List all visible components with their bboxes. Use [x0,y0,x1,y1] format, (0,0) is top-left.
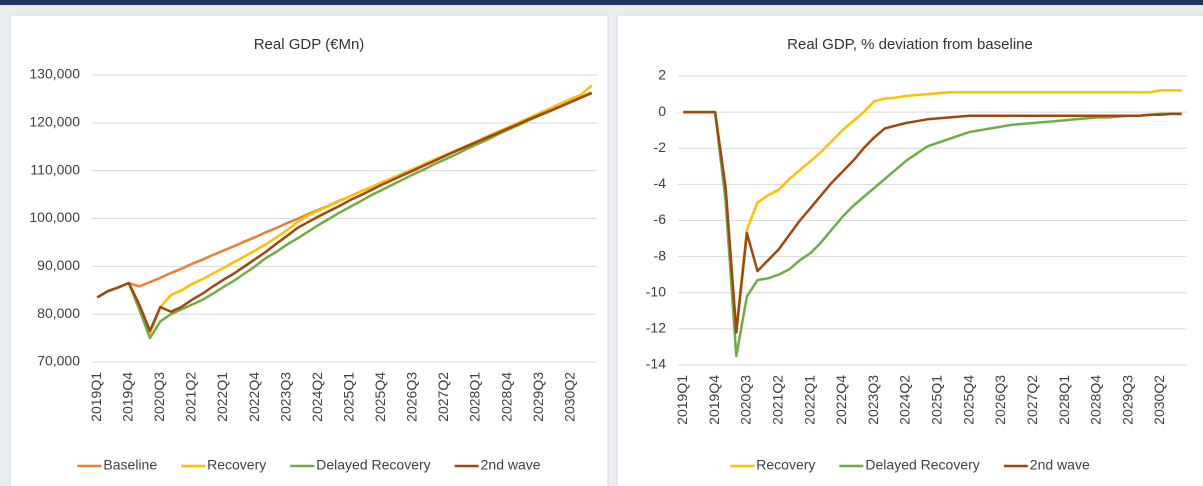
y-tick-label: -6 [654,211,667,227]
chart-title: Real GDP (€Mn) [254,36,365,53]
x-tick-label: 2025Q1 [929,375,945,425]
x-tick-label: 2022Q4 [833,375,849,425]
y-tick-label: 2 [658,67,666,83]
x-tick-label: 2019Q4 [120,372,136,422]
y-tick-label: 100,000 [29,209,80,225]
series-line [683,89,1182,331]
x-tick-label: 2024Q2 [897,375,913,425]
series-line [96,91,593,333]
y-tick-label: 110,000 [30,161,80,177]
x-tick-label: 2028Q4 [498,372,514,422]
x-tick-label: 2023Q3 [865,375,881,425]
x-tick-label: 2029Q3 [530,372,546,422]
x-tick-label: 2026Q3 [992,375,1008,425]
x-tick-label: 2023Q3 [277,372,293,422]
x-tick-label: 2025Q4 [372,372,388,422]
y-tick-label: 130,000 [29,66,80,82]
x-tick-label: 2020Q3 [151,372,167,422]
y-tick-label: -4 [654,175,667,191]
x-tick-label: 2019Q4 [706,375,722,425]
legend-label: Delayed Recovery [316,457,430,473]
x-tick-label: 2028Q1 [1056,375,1072,425]
x-tick-label: 2029Q3 [1119,375,1135,425]
y-tick-label: -10 [646,283,666,299]
y-tick-label: 120,000 [29,114,80,130]
x-tick-label: 2022Q4 [246,372,262,422]
x-tick-label: 2028Q4 [1088,375,1104,425]
legend-label: Delayed Recovery [865,457,979,473]
x-tick-label: 2025Q4 [960,375,976,425]
top-bar [0,0,1203,5]
legend-label: Recovery [207,457,266,473]
x-tick-label: 2026Q3 [404,372,420,422]
y-tick-label: -2 [654,139,667,155]
y-tick-label: 80,000 [37,305,80,321]
series-line [683,110,1182,358]
chart-title: Real GDP, % deviation from baseline [787,36,1033,53]
y-tick-label: -12 [646,320,666,336]
x-tick-label: 2020Q3 [738,375,754,425]
x-tick-label: 2019Q1 [674,375,690,425]
x-tick-label: 2022Q1 [214,372,230,422]
x-tick-label: 2019Q1 [88,372,104,422]
legend-label: 2nd wave [481,457,541,473]
x-tick-label: 2022Q1 [801,375,817,425]
legend-label: Recovery [756,457,815,473]
y-tick-label: 70,000 [37,353,80,369]
x-tick-label: 2028Q1 [467,372,483,422]
x-tick-label: 2021Q2 [769,375,785,425]
left-panel [9,14,609,486]
legend-label: 2nd wave [1030,457,1090,473]
x-tick-label: 2027Q2 [435,372,451,422]
x-tick-label: 2025Q1 [340,372,356,422]
y-tick-label: 0 [658,103,666,119]
legend-label: Baseline [103,457,157,473]
series-line [683,110,1182,334]
y-tick-label: -8 [654,247,667,263]
x-tick-label: 2021Q2 [183,372,199,422]
x-tick-label: 2030Q2 [1151,375,1167,425]
x-tick-label: 2030Q2 [561,372,577,422]
x-tick-label: 2024Q2 [309,372,325,422]
x-tick-label: 2027Q2 [1024,375,1040,425]
y-tick-label: -14 [646,356,666,372]
y-tick-label: 90,000 [37,257,80,273]
